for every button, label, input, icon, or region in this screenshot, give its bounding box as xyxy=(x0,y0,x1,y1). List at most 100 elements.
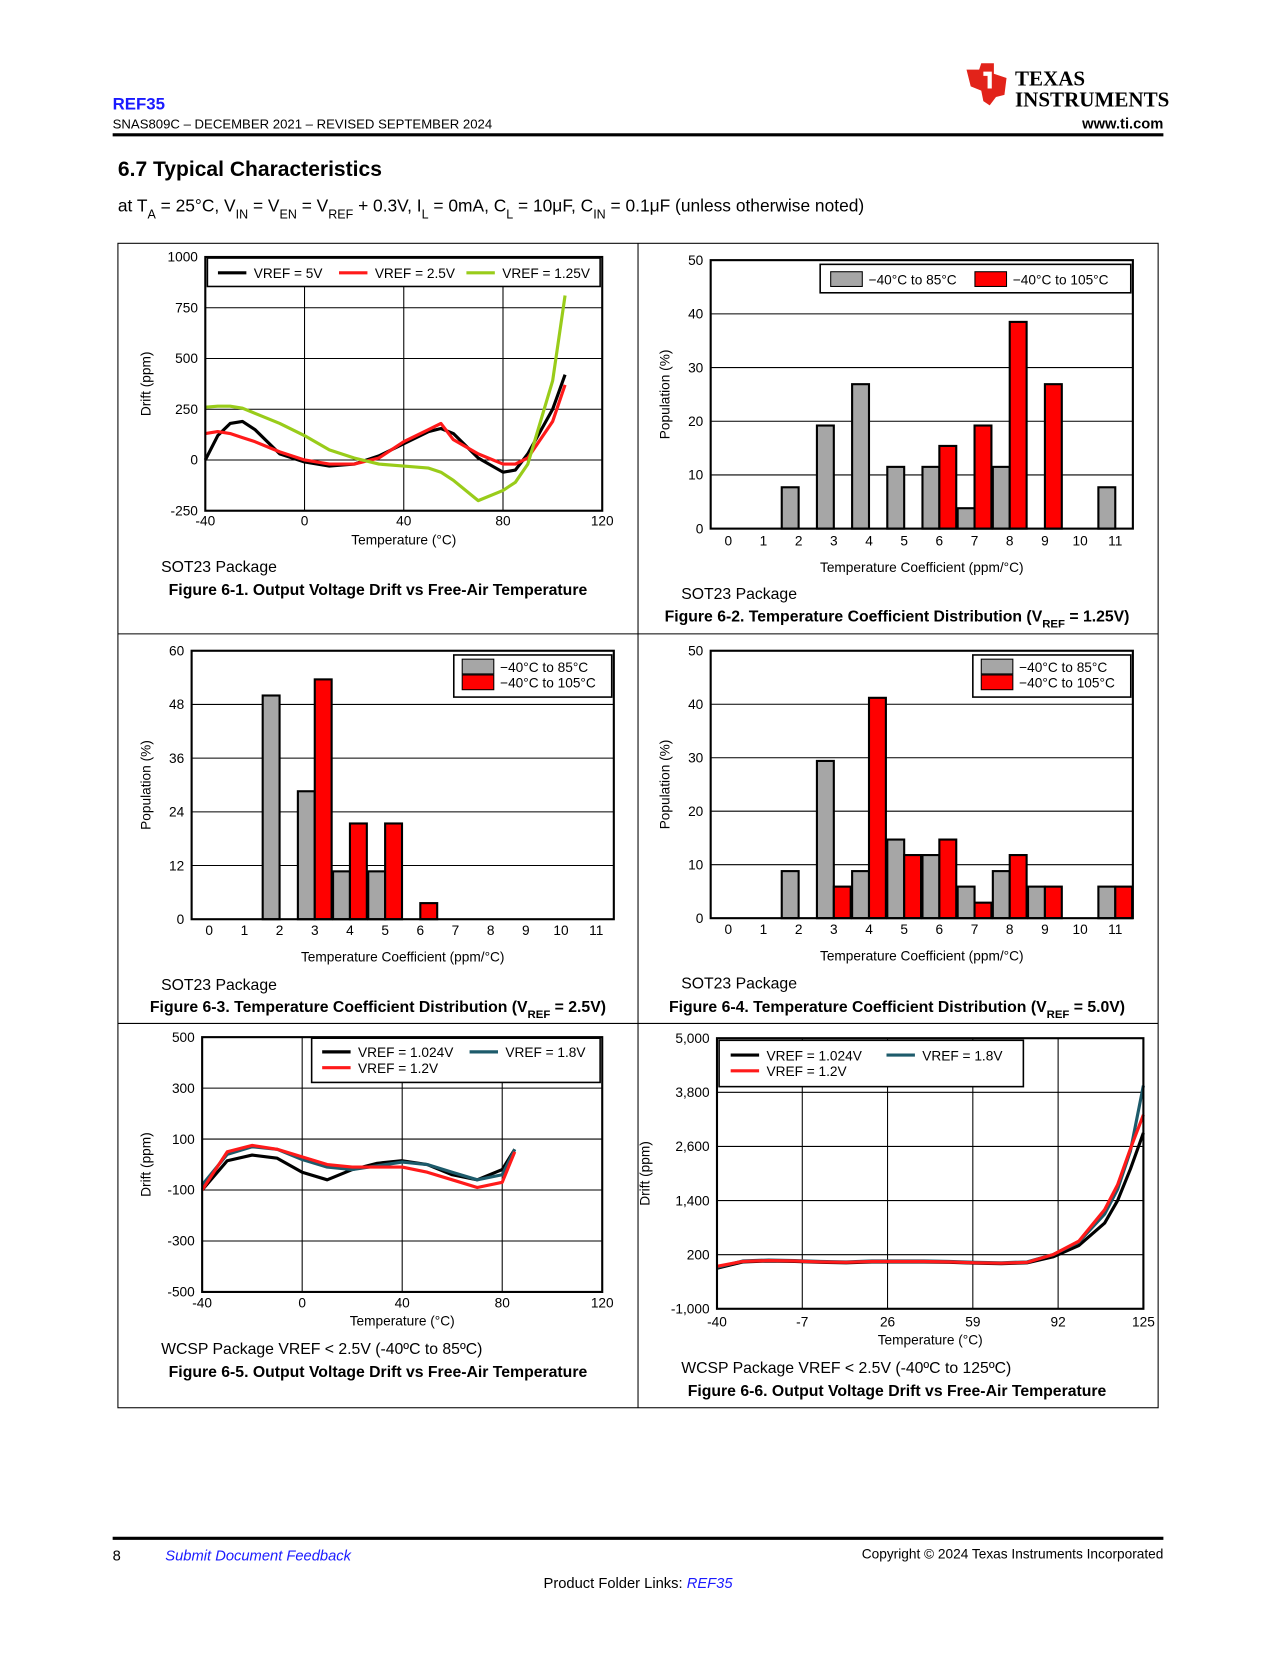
x-tick-label: 0 xyxy=(301,513,309,528)
y-tick-label: 48 xyxy=(169,697,185,712)
doc-title: REF35 xyxy=(113,95,165,114)
x-tick-label: 8 xyxy=(1006,533,1014,548)
bar xyxy=(956,507,976,530)
x-tick-label: 4 xyxy=(865,922,873,937)
x-tick-label: 11 xyxy=(1108,922,1122,937)
x-tick-label: 10 xyxy=(553,923,569,938)
x-axis-label: Temperature (°C) xyxy=(351,532,456,547)
y-tick-label: 500 xyxy=(172,1030,195,1045)
legend-label: −40°C to 85°C xyxy=(869,272,957,287)
feedback-link[interactable]: Submit Document Feedback xyxy=(165,1548,351,1564)
legend-label: VREF = 1.024V xyxy=(358,1045,454,1060)
folder-links: Product Folder Links: REF35 xyxy=(544,1576,734,1592)
bar xyxy=(780,870,800,920)
x-tick-label: 5 xyxy=(381,923,389,938)
bar xyxy=(261,694,281,921)
legend-label: −40°C to 105°C xyxy=(1013,272,1109,287)
bar xyxy=(832,885,852,920)
legend-swatch xyxy=(980,674,1014,691)
bar xyxy=(815,759,835,920)
text-run: Figure 6-4. Temperature Coefficient Dist… xyxy=(669,999,1047,1016)
bar xyxy=(973,424,993,530)
text-run: Figure 6-3. Temperature Coefficient Dist… xyxy=(150,999,528,1016)
y-tick-label: 20 xyxy=(688,414,704,429)
text-run: = 0.1μF (unless otherwise noted) xyxy=(606,196,864,216)
x-tick-label: 4 xyxy=(865,533,873,548)
text-run: = 2.5V) xyxy=(550,999,606,1016)
y-tick-label: -500 xyxy=(167,1285,195,1300)
text-run: at T xyxy=(118,196,148,216)
package-note: WCSP Package VREF < 2.5V (-40ºC to 125ºC… xyxy=(681,1360,1011,1377)
x-tick-label: 11 xyxy=(1108,533,1122,548)
legend-label: VREF = 5V xyxy=(254,266,324,281)
y-tick-label: 0 xyxy=(696,911,704,926)
y-tick-label: 1000 xyxy=(168,250,199,265)
data-line xyxy=(205,384,567,466)
figure-caption: Figure 6-4. Temperature Coefficient Dist… xyxy=(669,999,1125,1021)
y-tick-label: 250 xyxy=(175,402,198,417)
x-tick-label: 3 xyxy=(830,533,838,548)
y-tick-label: 50 xyxy=(688,643,704,658)
legend-box xyxy=(206,257,601,288)
figure-caption: Figure 6-1. Output Voltage Drift vs Free… xyxy=(169,582,588,599)
x-axis-label: Temperature Coefficient (ppm/°C) xyxy=(301,949,505,964)
x-tick-label: -40 xyxy=(192,1296,212,1311)
chart: -1,000 200 1,400 2,600 3,800 5,000 -40 -7 26 59 92… xyxy=(638,1031,1156,1400)
y-tick-label: 300 xyxy=(172,1081,195,1096)
plot-frame xyxy=(715,1037,1145,1310)
x-tick-label: 120 xyxy=(591,1296,614,1311)
bar xyxy=(1043,885,1063,920)
plot-frame xyxy=(204,255,604,512)
y-axis-label: Drift (ppm) xyxy=(139,352,154,417)
bar xyxy=(815,424,835,530)
text-run: Figure 6-5. Output Voltage Drift vs Free… xyxy=(169,1364,588,1381)
x-tick-label: 1 xyxy=(760,533,768,548)
x-tick-label: 92 xyxy=(1051,1315,1066,1330)
bar xyxy=(921,465,941,530)
bar xyxy=(851,383,871,530)
x-tick-label: 5 xyxy=(900,922,908,937)
bar xyxy=(938,444,958,530)
legend-label: −40°C to 105°C xyxy=(1019,676,1115,691)
text-run: Figure 6-2. Temperature Coefficient Dist… xyxy=(665,608,1043,625)
x-tick-label: 40 xyxy=(395,1296,411,1311)
legend-label: −40°C to 105°C xyxy=(500,676,596,691)
chart: -500 -300 -100 100 300 500 -40 0 40 80 120 VREF = 1… xyxy=(139,1030,614,1381)
y-tick-label: 24 xyxy=(169,805,185,820)
site-url: www.ti.com xyxy=(1081,117,1163,133)
bar xyxy=(1097,486,1117,530)
subscript: IN xyxy=(593,208,606,222)
y-tick-label: 50 xyxy=(688,253,704,268)
text-run: Figure 6-1. Output Voltage Drift vs Free… xyxy=(169,582,588,599)
legend-label: VREF = 1.25V xyxy=(502,266,591,281)
bar xyxy=(313,678,333,921)
legend-label: −40°C to 85°C xyxy=(1019,660,1107,675)
legend-box xyxy=(718,1039,1025,1088)
legend-swatch xyxy=(974,271,1008,287)
folder-link[interactable]: REF35 xyxy=(687,1576,734,1592)
y-axis-label: Population (%) xyxy=(658,740,673,830)
bar xyxy=(1026,885,1046,920)
figure-caption: Figure 6-3. Temperature Coefficient Dist… xyxy=(150,999,606,1021)
text-run: = 5.0V) xyxy=(1069,999,1125,1016)
legend-swatch xyxy=(980,658,1014,675)
y-tick-label: 0 xyxy=(177,912,185,927)
x-tick-label: 40 xyxy=(396,513,412,528)
x-tick-label: -40 xyxy=(195,513,215,528)
x-tick-label: 8 xyxy=(1006,922,1014,937)
logo-mark xyxy=(966,63,1007,106)
bar xyxy=(973,901,993,920)
bar xyxy=(1008,320,1028,530)
bar xyxy=(903,854,923,920)
bar xyxy=(886,465,906,530)
chart: 0 10 20 30 40 50 0 1 2 3 4 5 6 7 8 9 10 11 −40°C to 85°C −4… xyxy=(658,253,1134,630)
data-line xyxy=(205,295,567,503)
y-tick-label: -100 xyxy=(167,1183,195,1198)
conditions: at TA = 25°C, VIN = VEN = VREF + 0.3V, I… xyxy=(118,196,864,222)
page-number: 8 xyxy=(113,1548,121,1564)
subscript: REF xyxy=(1042,618,1065,630)
y-tick-label: 12 xyxy=(169,858,184,873)
x-tick-label: 9 xyxy=(1041,533,1049,548)
